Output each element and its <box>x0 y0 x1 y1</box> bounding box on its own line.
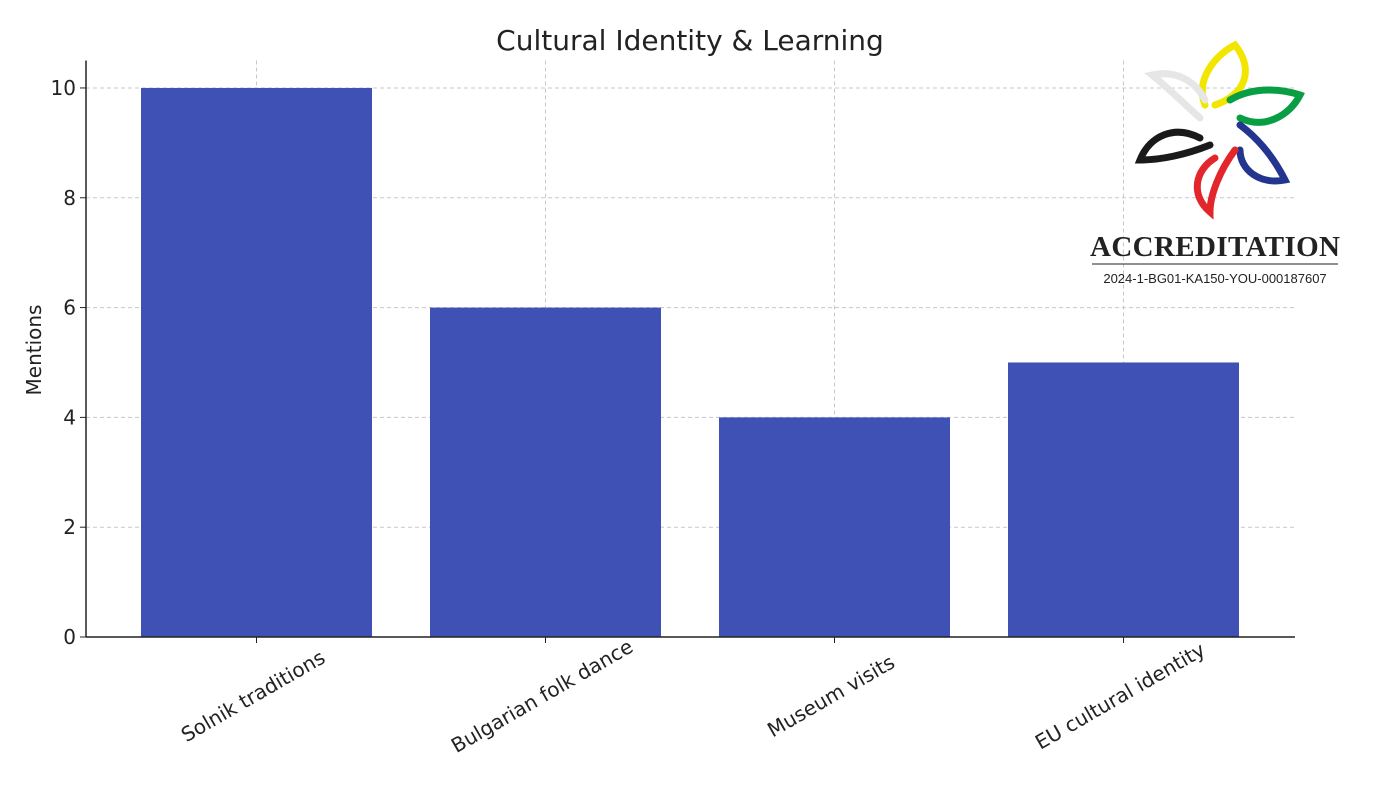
x-tick-label: Bulgarian folk dance <box>447 634 637 758</box>
x-tick-label: EU cultural identity <box>1031 637 1209 754</box>
bar <box>141 87 372 637</box>
x-tick-label: Museum visits <box>763 650 899 742</box>
y-axis-label: Mentions <box>22 305 46 396</box>
y-tick-label: 0 <box>63 625 76 649</box>
y-tick-label: 10 <box>51 76 76 100</box>
y-tick-label: 2 <box>63 515 76 539</box>
y-tick-label: 8 <box>63 186 76 210</box>
logo-emblem <box>1134 40 1305 220</box>
logo-code: 2024-1-BG01-KA150-YOU-000187607 <box>1103 271 1326 286</box>
logo-title: ACCREDITATION <box>1090 231 1340 263</box>
bar <box>1008 362 1239 637</box>
plot-area: 0 2 4 6 8 10 Solnik traditions Bulgarian folk d… <box>51 60 1295 758</box>
bar <box>719 417 950 637</box>
bar <box>430 307 661 637</box>
chart-title: Cultural Identity & Learning <box>496 24 884 57</box>
logo: ACCREDITATION 2024-1-BG01-KA150-YOU-0001… <box>1090 40 1340 286</box>
x-tick-label: Solnik traditions <box>177 645 329 747</box>
y-tick-label: 6 <box>63 296 76 320</box>
y-tick-label: 4 <box>63 405 76 429</box>
